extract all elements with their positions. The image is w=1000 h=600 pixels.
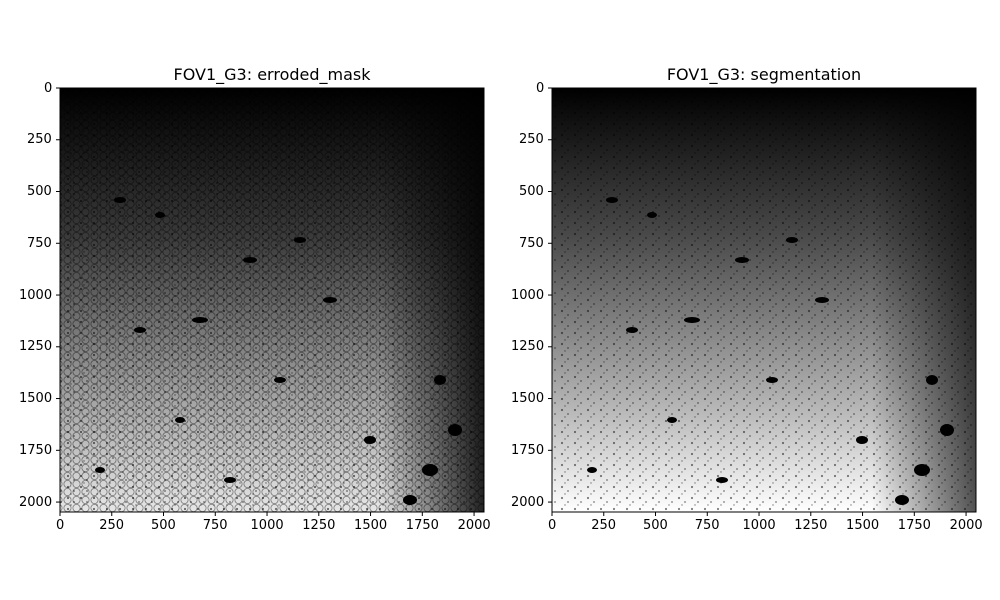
erroded-mask-xtick-label: 750	[202, 518, 228, 533]
erroded-mask-ytick-label: 1250	[19, 339, 53, 355]
erroded-mask-ytick-label: 1750	[19, 442, 53, 458]
erroded-mask-xtick-label: 1250	[302, 518, 336, 533]
segmentation-ytick-label: 1000	[511, 287, 545, 303]
segmentation-ytick-label: 750	[519, 235, 544, 251]
erroded-mask-xtick-label: 500	[151, 518, 176, 533]
segmentation-ytick-label: 0	[536, 80, 545, 96]
segmentation-xtick-label: 2000	[949, 518, 983, 533]
segmentation-xtick-label: 1750	[897, 518, 931, 533]
erroded-mask-xtick-label: 1000	[250, 518, 284, 533]
panel-title-erroded-mask: FOV1_G3: erroded_mask	[173, 65, 371, 84]
panel-title-segmentation: FOV1_G3: segmentation	[666, 65, 862, 84]
segmentation-xtick-label: 500	[643, 518, 668, 533]
erroded-mask-xtick-label: 250	[99, 518, 125, 533]
erroded-mask-xtick-label: 2000	[457, 518, 491, 533]
segmentation-ytick-label: 500	[519, 184, 544, 200]
segmentation-ytick-label: 2000	[511, 494, 545, 510]
erroded-mask-xtick-label: 0	[56, 518, 65, 533]
segmentation-ytick-label: 250	[519, 132, 544, 148]
erroded-mask-ytick-label: 250	[27, 132, 52, 148]
segmentation-ytick-label: 1500	[511, 391, 545, 407]
erroded-mask-xtick-label: 1750	[405, 518, 439, 533]
erroded-mask-axes-frame	[59, 87, 485, 513]
segmentation-xtick-label: 0	[548, 518, 557, 533]
erroded-mask-image	[60, 88, 484, 512]
erroded-mask-ytick-label: 0	[44, 80, 53, 96]
segmentation-xtick-label: 1500	[846, 518, 880, 533]
erroded-mask-ytick-label: 1500	[19, 391, 53, 407]
segmentation-ytick-label: 1750	[511, 442, 545, 458]
erroded-mask-ytick-label: 1000	[19, 287, 53, 303]
segmentation-xtick-label: 1000	[742, 518, 776, 533]
segmentation-xtick-label: 1250	[794, 518, 828, 533]
erroded-mask-ytick-label: 750	[27, 235, 52, 251]
erroded-mask-xtick-label: 1500	[354, 518, 388, 533]
segmentation-xtick-label: 750	[694, 518, 720, 533]
segmentation-image	[552, 88, 976, 512]
segmentation-axes-frame	[551, 87, 977, 513]
segmentation-xtick-label: 250	[591, 518, 617, 533]
segmentation-ytick-label: 1250	[511, 339, 545, 355]
erroded-mask-ytick-label: 2000	[19, 494, 53, 510]
erroded-mask-ytick-label: 500	[27, 184, 52, 200]
